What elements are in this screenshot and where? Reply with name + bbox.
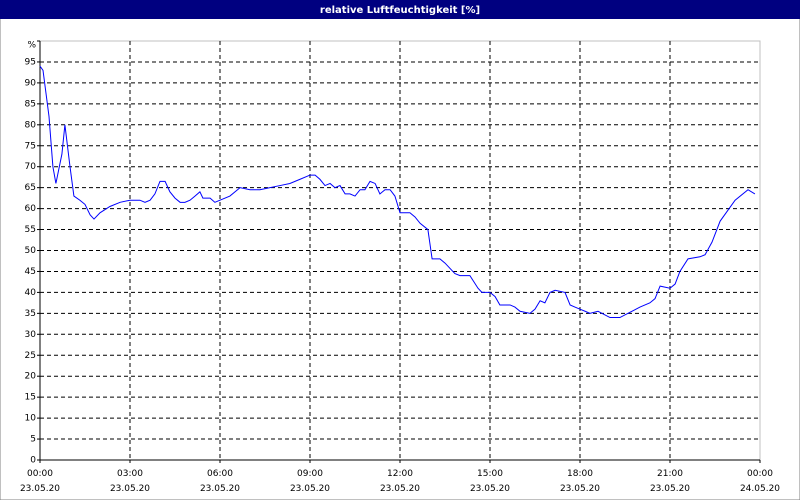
y-tick-label: 60 bbox=[25, 204, 37, 214]
title-bar bbox=[0, 0, 800, 19]
y-tick-label: 95 bbox=[25, 57, 36, 67]
x-tick-label-line: 23.05.20 bbox=[110, 484, 150, 494]
y-tick-label: 20 bbox=[25, 372, 37, 382]
y-tick-label: 10 bbox=[25, 414, 37, 424]
y-tick-label: 65 bbox=[25, 183, 36, 193]
x-tick-label: 03:00 23.05.20 bbox=[110, 469, 150, 494]
y-tick-label: 5 bbox=[30, 435, 36, 445]
data-line bbox=[39, 65, 756, 319]
y-tick-label: 55 bbox=[25, 225, 36, 235]
x-tick-label: 21:00 23.05.20 bbox=[650, 469, 690, 494]
y-tick-label: 30 bbox=[25, 330, 37, 340]
x-tick-label: 09:00 23.05.20 bbox=[290, 469, 330, 494]
x-tick-label-line: 18:00 bbox=[567, 469, 593, 479]
x-tick-label-line: 06:00 bbox=[207, 469, 233, 479]
chart-title: relative Luftfeuchtigkeit [%] bbox=[320, 5, 480, 16]
y-tick-label: 70 bbox=[25, 162, 37, 172]
x-tick-label-line: 03:00 bbox=[117, 469, 143, 479]
x-tick-label: 12:00 23.05.20 bbox=[380, 469, 420, 494]
y-tick-label: 85 bbox=[25, 99, 36, 109]
x-tick-label-line: 00:00 bbox=[27, 469, 53, 479]
y-tick-label: 15 bbox=[25, 393, 36, 403]
y-tick-label: % bbox=[27, 41, 36, 51]
y-tick-label: 25 bbox=[25, 351, 36, 361]
x-tick-label: 00:00 23.05.20 bbox=[20, 469, 60, 494]
x-tick-label-line: 23.05.20 bbox=[200, 484, 240, 494]
y-tick-label: 75 bbox=[25, 141, 36, 151]
y-tick-label: 80 bbox=[25, 120, 37, 130]
x-tick-label-line: 12:00 bbox=[387, 469, 413, 479]
x-tick-label: 06:00 23.05.20 bbox=[200, 469, 240, 494]
y-tick-label: 50 bbox=[25, 246, 37, 256]
x-tick-label-line: 23.05.20 bbox=[470, 484, 510, 494]
x-tick-label: 00:00 24.05.20 bbox=[740, 469, 780, 494]
x-tick-label: 18:00 23.05.20 bbox=[560, 469, 600, 494]
y-tick-label: 0 bbox=[30, 456, 36, 466]
x-tick-label-line: 23.05.20 bbox=[20, 484, 60, 494]
y-tick-label: 40 bbox=[25, 288, 37, 298]
x-tick-label-line: 23.05.20 bbox=[290, 484, 330, 494]
x-tick-label-line: 23.05.20 bbox=[560, 484, 600, 494]
x-tick-label-line: 24.05.20 bbox=[740, 484, 780, 494]
x-tick-label-line: 23.05.20 bbox=[380, 484, 420, 494]
x-tick-label-line: 09:00 bbox=[297, 469, 323, 479]
y-tick-label: 45 bbox=[25, 267, 36, 277]
x-tick-label-line: 00:00 bbox=[747, 469, 773, 479]
x-tick-label: 15:00 23.05.20 bbox=[470, 469, 510, 494]
y-tick-label: 35 bbox=[25, 309, 36, 319]
x-tick-label-line: 21:00 bbox=[657, 469, 683, 479]
x-tick-label-line: 15:00 bbox=[477, 469, 503, 479]
x-tick-label-line: 23.05.20 bbox=[650, 484, 690, 494]
y-tick-label: 90 bbox=[25, 78, 37, 88]
